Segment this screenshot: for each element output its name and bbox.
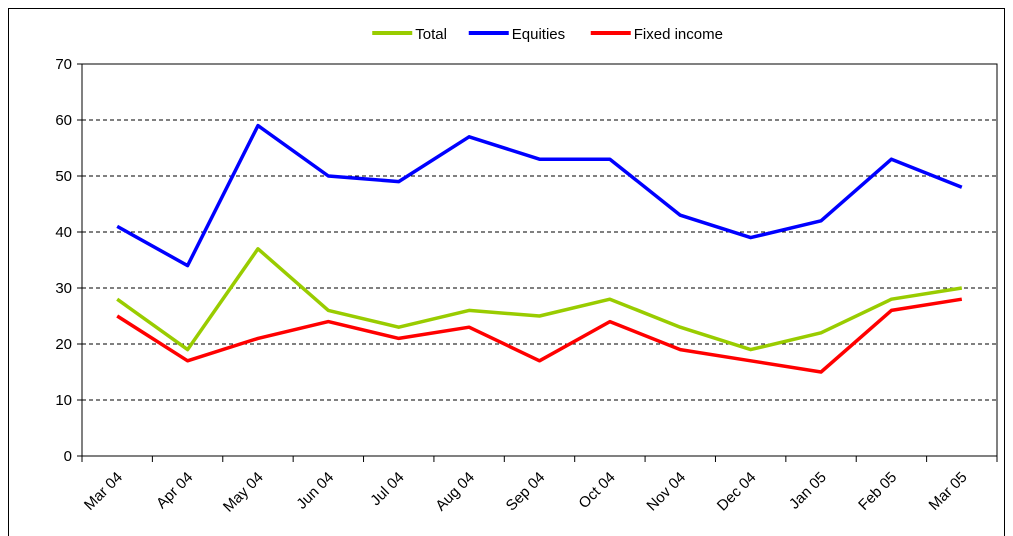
series-line [116, 247, 963, 352]
legend-label: Total [415, 26, 447, 43]
y-tick-label: 20 [55, 336, 72, 353]
y-tick-label: 40 [55, 224, 72, 241]
y-tick-label: 30 [55, 280, 72, 297]
y-tick-label: 50 [55, 168, 72, 185]
series-line [116, 123, 963, 268]
chart-frame [8, 8, 1005, 536]
series-line [116, 297, 963, 374]
legend-label: Equities [512, 26, 565, 43]
plot-area [81, 63, 998, 457]
y-tick-label: 0 [64, 448, 72, 465]
y-tick-label: 10 [55, 392, 72, 409]
y-tick-label: 70 [55, 56, 72, 73]
y-tick-label: 60 [55, 112, 72, 129]
legend-label: Fixed income [634, 26, 723, 43]
